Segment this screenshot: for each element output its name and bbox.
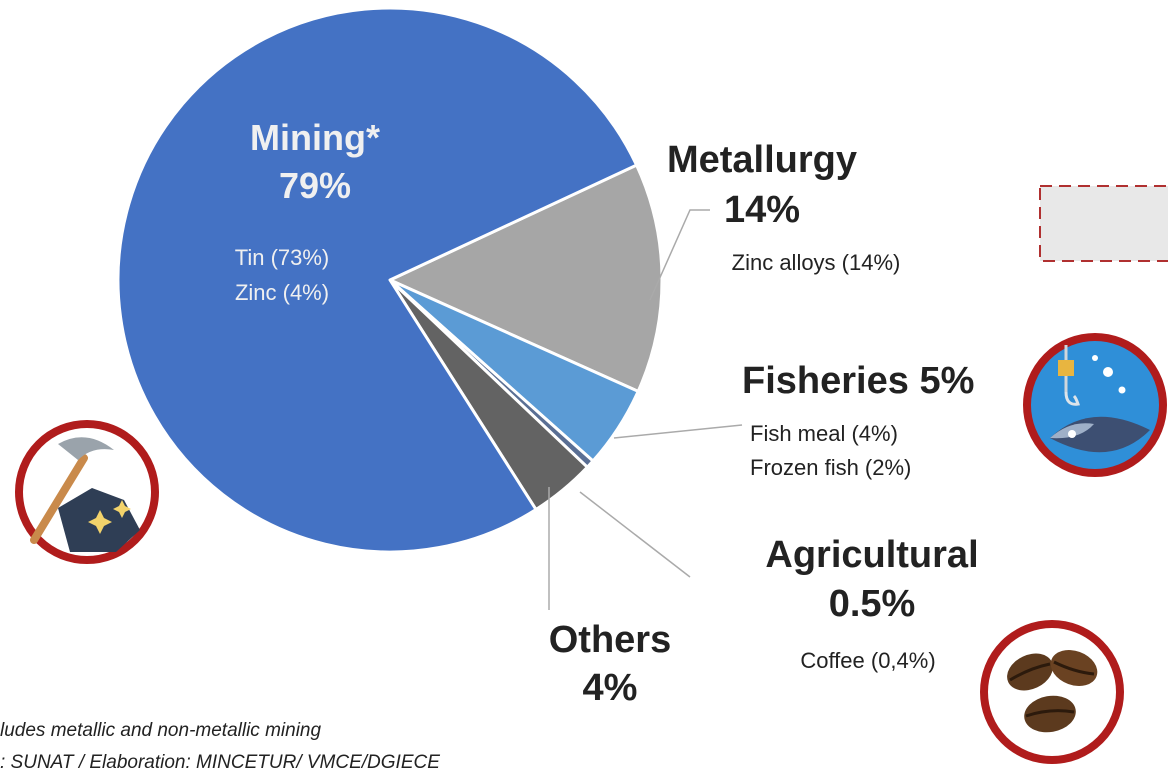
pie-slices bbox=[116, 6, 664, 554]
slice-detail-mining-tin: Tin (73%) bbox=[235, 245, 330, 270]
leader-line-fisheries bbox=[613, 424, 743, 439]
footnote: ludes metallic and non-metallic mining bbox=[0, 720, 322, 741]
slice-value-agricultural: 0.5% bbox=[829, 583, 916, 625]
legend-box bbox=[1039, 185, 1168, 262]
slice-label-others: Others bbox=[549, 619, 671, 661]
slice-value-others: 4% bbox=[583, 667, 638, 709]
slice-detail-mining-zinc: Zinc (4%) bbox=[235, 280, 329, 305]
coffee-beans-icon bbox=[980, 620, 1124, 764]
slice-label-metallurgy: Metallurgy bbox=[667, 139, 857, 181]
leader-lines bbox=[548, 209, 743, 610]
source-note: : SUNAT / Elaboration: MINCETUR/ VMCE/DG… bbox=[0, 752, 440, 773]
slice-detail-fisheries-frozen-fish: Frozen fish (2%) bbox=[750, 455, 911, 480]
leader-line-metallurgy bbox=[649, 209, 710, 301]
slice-value-metallurgy: 14% bbox=[724, 189, 800, 231]
slice-label-fisheries: Fisheries 5% bbox=[742, 360, 974, 402]
slice-label-mining: Mining* bbox=[250, 117, 380, 158]
slice-detail-fisheries-fish-meal: Fish meal (4%) bbox=[750, 421, 898, 446]
fish-hook-icon bbox=[1023, 333, 1167, 477]
pie-slice-mining bbox=[116, 6, 639, 554]
slice-detail-agricultural-coffee: Coffee (0,4%) bbox=[800, 648, 935, 673]
slice-label-agricultural: Agricultural bbox=[765, 534, 978, 576]
slice-value-mining: 79% bbox=[279, 165, 351, 206]
slice-detail-metallurgy-zinc-alloys: Zinc alloys (14%) bbox=[732, 250, 901, 275]
pickaxe-ore-icon bbox=[15, 420, 159, 564]
pie-slice-metallurgy bbox=[388, 163, 664, 393]
leader-line-agricultural bbox=[579, 491, 691, 578]
